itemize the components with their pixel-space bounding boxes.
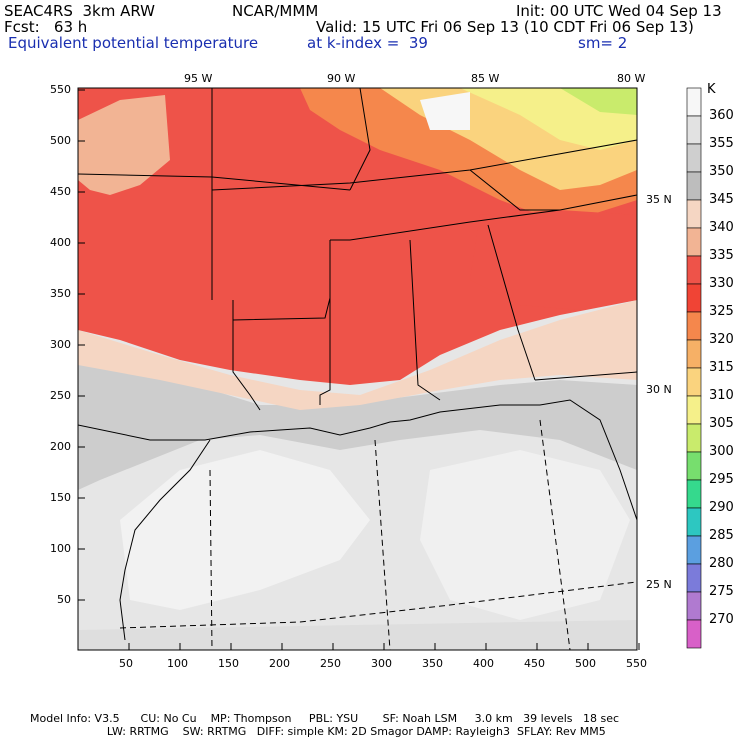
field-name: Equivalent potential temperature <box>8 34 259 52</box>
x-tick-label: 450 <box>524 657 545 670</box>
valid-time: Valid: 15 UTC Fri 06 Sep 13 (10 CDT Fri … <box>316 18 694 36</box>
colorbar-label: 330 <box>709 276 734 291</box>
field-shading <box>78 88 637 650</box>
colorbar-swatch <box>686 199 702 229</box>
lat-label: 25 N <box>646 578 672 591</box>
colorbar-swatch <box>686 479 702 509</box>
forecast-hour: Fcst: 63 h <box>4 18 88 36</box>
lat-label: 30 N <box>646 383 672 396</box>
colorbar-swatch <box>686 451 702 481</box>
model-info-line1: Model Info: V3.5 CU: No Cu MP: Thompson … <box>30 712 620 725</box>
colorbar-swatch <box>686 367 702 397</box>
lon-label: 80 W <box>617 72 646 85</box>
colorbar-label: 335 <box>709 248 734 263</box>
y-tick-label: 250 <box>50 389 71 402</box>
graticule <box>119 419 637 650</box>
colorbar-swatch <box>686 423 702 453</box>
x-tick-marks <box>128 643 640 650</box>
lat-label: 35 N <box>646 193 672 206</box>
x-tick-label: 350 <box>422 657 443 670</box>
y-tick-label: 300 <box>50 338 71 351</box>
colorbar-swatch <box>686 619 702 649</box>
colorbar-label: 270 <box>709 612 734 627</box>
colorbar-swatch <box>686 255 702 285</box>
y-tick-label: 400 <box>50 236 71 249</box>
lon-label: 90 W <box>327 72 356 85</box>
colorbar-label: 340 <box>709 220 734 235</box>
model-info-line2: LW: RRTMG SW: RRTMG DIFF: simple KM: 2D … <box>30 725 606 738</box>
colorbar-swatch <box>686 171 702 201</box>
colorbar-swatch <box>686 563 702 593</box>
y-tick-marks <box>78 89 85 601</box>
lon-label: 95 W <box>184 72 213 85</box>
colorbar <box>686 87 702 649</box>
colorbar-label: 285 <box>709 528 734 543</box>
x-tick-label: 500 <box>575 657 596 670</box>
x-tick-label: 250 <box>320 657 341 670</box>
x-tick-label: 50 <box>119 657 133 670</box>
x-tick-label: 150 <box>218 657 239 670</box>
colorbar-swatch <box>686 227 702 257</box>
colorbar-label: 360 <box>709 108 734 123</box>
colorbar-label: 315 <box>709 360 734 375</box>
model-name: SEAC4RS 3km ARW <box>4 2 156 20</box>
colorbar-swatch <box>686 339 702 369</box>
x-tick-label: 100 <box>167 657 188 670</box>
colorbar-swatch <box>686 87 702 117</box>
plot-frame <box>77 87 638 651</box>
colorbar-swatch <box>686 283 702 313</box>
colorbar-label: 280 <box>709 556 734 571</box>
boundaries <box>78 88 637 641</box>
init-time: Init: 00 UTC Wed 04 Sep 13 <box>516 2 722 20</box>
colorbar-label: 310 <box>709 388 734 403</box>
colorbar-label: 275 <box>709 584 734 599</box>
x-tick-label: 300 <box>371 657 392 670</box>
y-tick-label: 550 <box>50 83 71 96</box>
y-tick-label: 350 <box>50 287 71 300</box>
org-name: NCAR/MMM <box>232 2 319 20</box>
colorbar-swatch <box>686 311 702 341</box>
colorbar-swatch <box>686 395 702 425</box>
y-tick-label: 150 <box>50 491 71 504</box>
y-tick-label: 50 <box>57 593 71 606</box>
colorbar-label: 350 <box>709 164 734 179</box>
colorbar-swatch <box>686 535 702 565</box>
colorbar-swatch <box>686 591 702 621</box>
y-tick-label: 200 <box>50 440 71 453</box>
smoothing-info: sm= 2 <box>578 34 628 52</box>
colorbar-swatch <box>686 143 702 173</box>
lon-label: 85 W <box>471 72 500 85</box>
colorbar-label: 295 <box>709 472 734 487</box>
y-tick-label: 500 <box>50 134 71 147</box>
colorbar-swatch <box>686 507 702 537</box>
colorbar-unit: K <box>707 82 716 97</box>
colorbar-label: 305 <box>709 416 734 431</box>
colorbar-label: 345 <box>709 192 734 207</box>
x-tick-label: 400 <box>473 657 494 670</box>
level-info: at k-index = 39 <box>307 34 428 52</box>
colorbar-label: 355 <box>709 136 734 151</box>
colorbar-swatch <box>686 115 702 145</box>
colorbar-label: 325 <box>709 304 734 319</box>
x-tick-label: 550 <box>626 657 647 670</box>
x-tick-label: 200 <box>269 657 290 670</box>
colorbar-label: 320 <box>709 332 734 347</box>
y-tick-label: 450 <box>50 185 71 198</box>
colorbar-label: 290 <box>709 500 734 515</box>
y-tick-label: 100 <box>50 542 71 555</box>
colorbar-label: 300 <box>709 444 734 459</box>
